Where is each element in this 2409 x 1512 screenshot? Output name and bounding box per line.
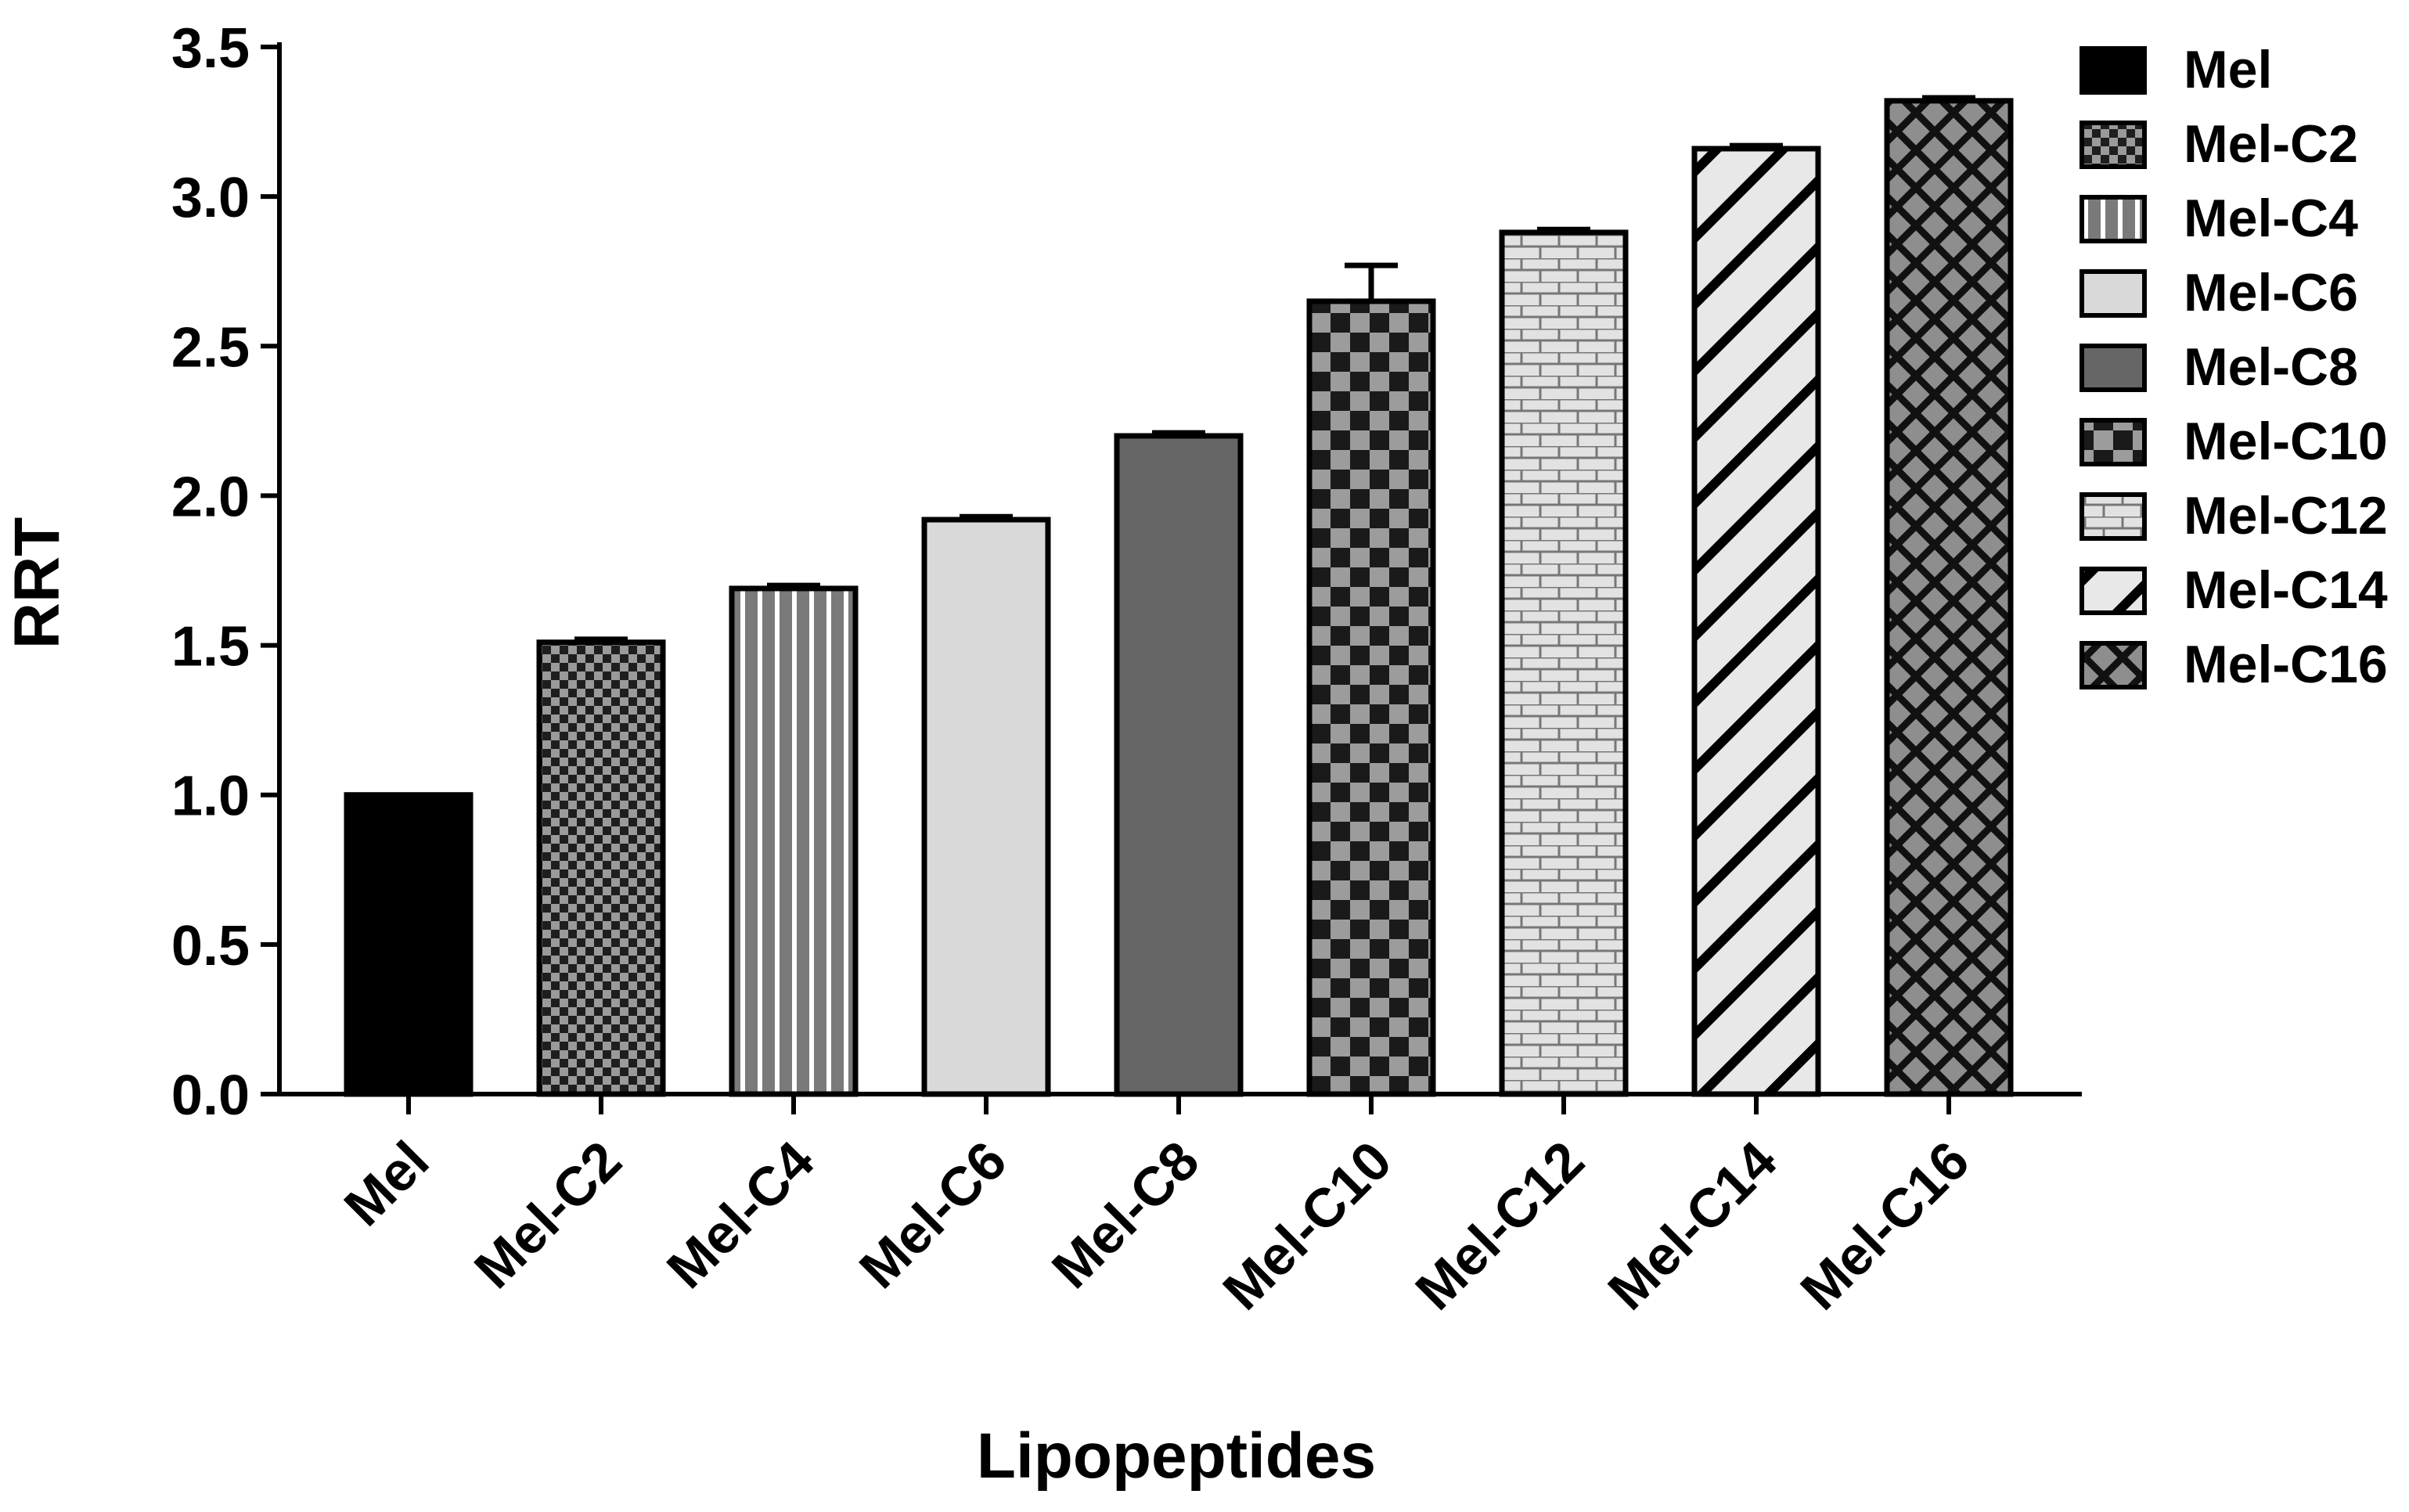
y-tick-label: 3.5 bbox=[171, 17, 250, 80]
y-tick-label: 1.0 bbox=[171, 765, 250, 828]
legend-swatch bbox=[2080, 269, 2147, 318]
legend-label: Mel-C6 bbox=[2184, 263, 2358, 322]
y-tick-label: 1.5 bbox=[171, 616, 250, 679]
legend-swatch bbox=[2080, 121, 2147, 169]
bar-mel-c2 bbox=[536, 639, 666, 1097]
bars bbox=[344, 95, 2014, 1097]
x-tick-label: Mel-C16 bbox=[1789, 1129, 1981, 1321]
legend-swatch bbox=[2080, 567, 2147, 615]
y-tick-label: 2.0 bbox=[171, 466, 250, 528]
legend-label: Mel-C8 bbox=[2184, 337, 2358, 397]
x-axis-title: Lipopeptides bbox=[977, 1420, 1376, 1492]
x-tick-label: Mel-C10 bbox=[1212, 1129, 1403, 1321]
legend-swatch bbox=[2080, 492, 2147, 541]
bar-mel-c12 bbox=[1499, 229, 1629, 1097]
axis-labels: RRT Lipopeptides bbox=[2, 517, 1376, 1492]
legend-swatch bbox=[2080, 46, 2147, 95]
y-tick-label: 0.0 bbox=[171, 1064, 250, 1127]
legend-swatch bbox=[2080, 344, 2147, 392]
x-tick-label: Mel-C4 bbox=[655, 1129, 825, 1299]
legend-label: Mel-C4 bbox=[2184, 189, 2358, 248]
bar-mel bbox=[344, 792, 474, 1097]
bar-mel-c8 bbox=[1114, 433, 1244, 1097]
bar-mel-c6 bbox=[921, 517, 1051, 1097]
y-tick-label: 2.5 bbox=[171, 316, 250, 379]
x-tick-label: Mel-C14 bbox=[1597, 1129, 1788, 1321]
legend-label: Mel bbox=[2184, 40, 2272, 99]
legend-label: Mel-C16 bbox=[2184, 635, 2388, 694]
x-tick-label: Mel-C2 bbox=[463, 1129, 632, 1299]
bar-mel-c10 bbox=[1306, 298, 1436, 1097]
y-tick-label: 0.5 bbox=[171, 915, 250, 977]
legend-label: Mel-C12 bbox=[2184, 486, 2388, 545]
legend-label: Mel-C10 bbox=[2184, 412, 2388, 471]
legend-label: Mel-C14 bbox=[2184, 560, 2388, 620]
y-tick-label: 3.0 bbox=[171, 167, 250, 229]
bar-mel-c4 bbox=[729, 585, 859, 1097]
x-tick-label: Mel-C6 bbox=[848, 1129, 1017, 1299]
y-axis-title: RRT bbox=[2, 517, 73, 650]
bar-mel-c14 bbox=[1691, 146, 1821, 1097]
x-tick-label: Mel bbox=[333, 1129, 441, 1237]
legend-swatch bbox=[2080, 195, 2147, 243]
bar-mel-c16 bbox=[1884, 98, 2014, 1097]
legend-swatch bbox=[2080, 641, 2147, 689]
legend-swatch bbox=[2080, 418, 2147, 466]
legend-label: Mel-C2 bbox=[2184, 114, 2358, 174]
x-tick-label: Mel-C12 bbox=[1404, 1129, 1596, 1321]
legend: Mel Mel-C2 Mel-C4 Mel-C6 Mel-C8 Mel-C10 Mel-C1… bbox=[2080, 40, 2388, 694]
x-tick-label: Mel-C8 bbox=[1040, 1129, 1210, 1299]
